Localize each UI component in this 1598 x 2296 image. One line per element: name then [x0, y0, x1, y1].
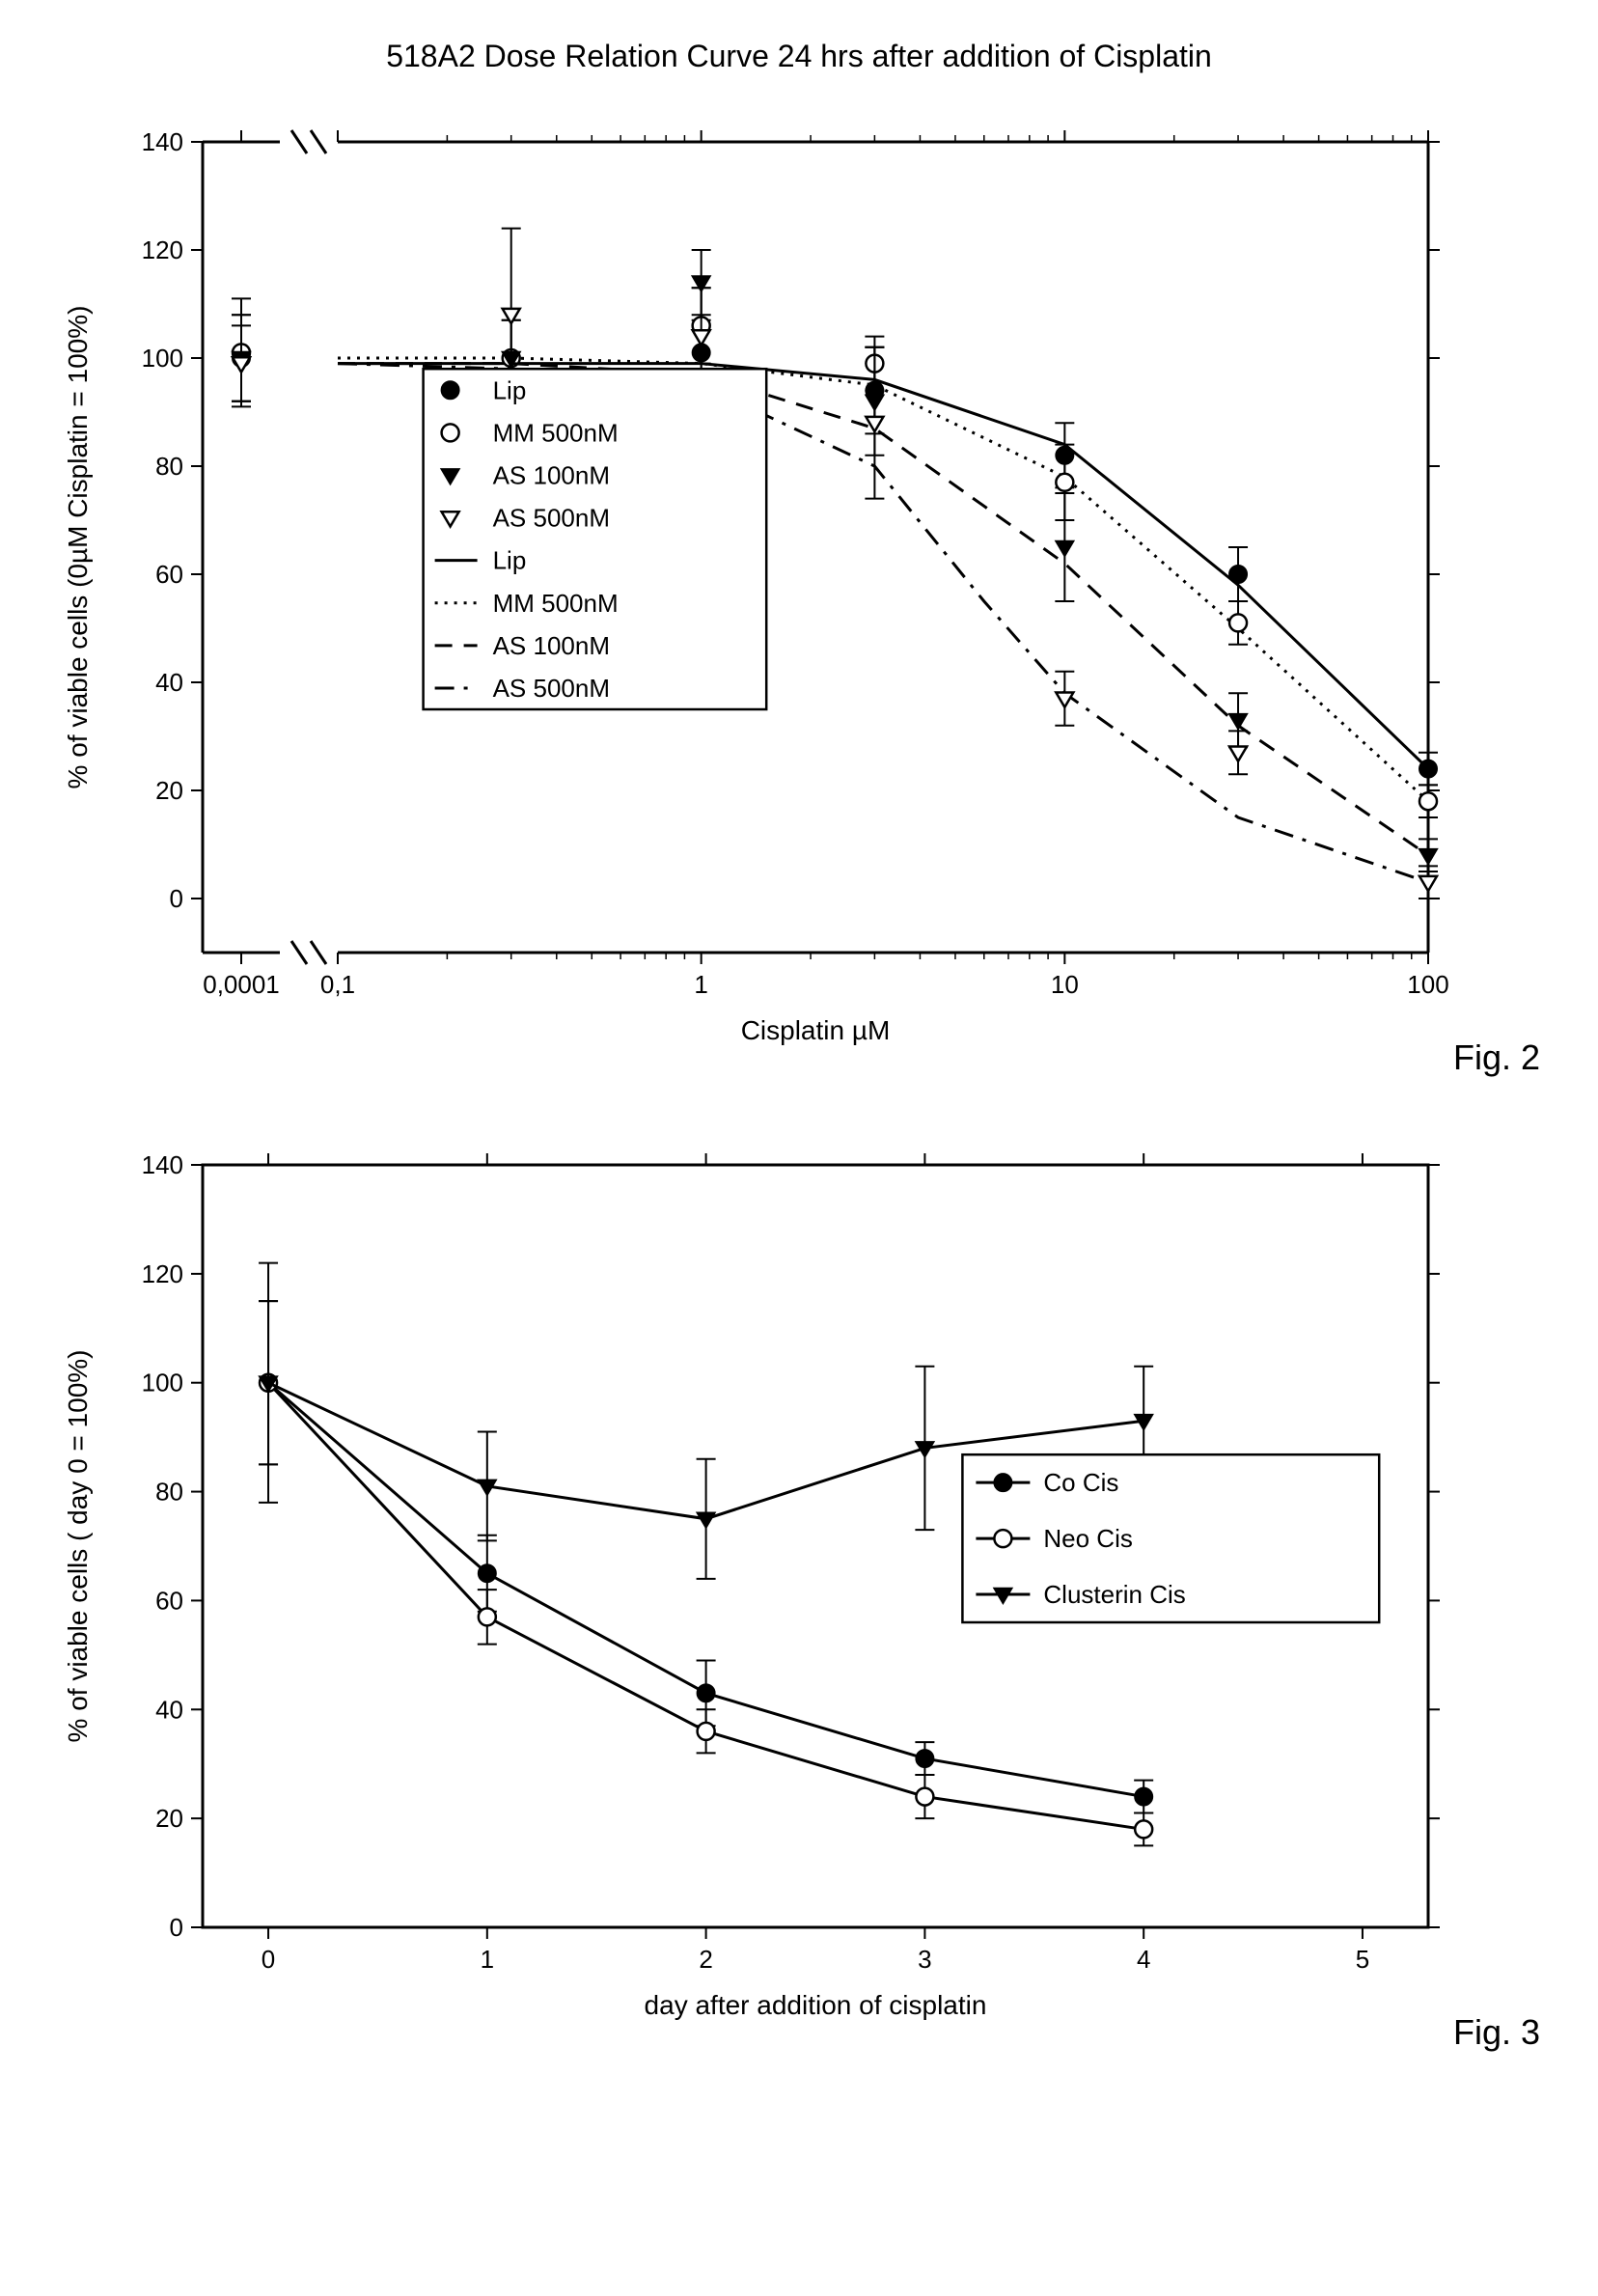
svg-text:day after addition of cisplati: day after addition of cisplatin	[645, 1990, 987, 2020]
svg-text:120: 120	[142, 235, 183, 264]
svg-text:100: 100	[142, 344, 183, 373]
svg-text:0: 0	[262, 1945, 275, 1974]
figure-2-label: Fig. 2	[1453, 1037, 1540, 1078]
svg-text:80: 80	[155, 1478, 183, 1507]
chart-time-course: 0 20 40 60 80 100 120 140 0 1 2 3 4 5 day after additi…	[39, 1126, 1486, 2043]
svg-text:AS 100nM: AS 100nM	[493, 460, 610, 489]
svg-text:Cisplatin µM: Cisplatin µM	[741, 1015, 891, 1045]
svg-text:1: 1	[481, 1945, 494, 1974]
svg-text:Lip: Lip	[493, 546, 527, 575]
svg-text:AS 500nM: AS 500nM	[493, 504, 610, 533]
svg-text:5: 5	[1356, 1945, 1369, 1974]
svg-text:3: 3	[918, 1945, 931, 1974]
svg-text:20: 20	[155, 776, 183, 805]
svg-text:0,1: 0,1	[320, 970, 355, 999]
figure-3-label: Fig. 3	[1453, 2012, 1540, 2053]
svg-text:100: 100	[1407, 970, 1448, 999]
svg-text:4: 4	[1137, 1945, 1150, 1974]
svg-text:0,0001: 0,0001	[203, 970, 280, 999]
svg-text:60: 60	[155, 1586, 183, 1615]
svg-text:2: 2	[699, 1945, 712, 1974]
figure-2: 0 20 40 60 80 100 120 140 0,0001 0,1 1 10 100 Cisplat…	[39, 103, 1559, 1068]
svg-text:MM 500nM: MM 500nM	[493, 418, 619, 447]
svg-text:140: 140	[142, 127, 183, 156]
svg-text:0: 0	[170, 884, 183, 913]
svg-text:80: 80	[155, 452, 183, 481]
svg-text:1: 1	[694, 970, 707, 999]
svg-text:Clusterin Cis: Clusterin Cis	[1043, 1580, 1185, 1609]
svg-text:120: 120	[142, 1259, 183, 1288]
svg-text:Neo Cis: Neo Cis	[1043, 1524, 1132, 1553]
page-title: 518A2 Dose Relation Curve 24 hrs after a…	[39, 39, 1559, 74]
svg-text:MM 500nM: MM 500nM	[493, 589, 619, 618]
svg-text:0: 0	[170, 1913, 183, 1942]
svg-text:40: 40	[155, 1695, 183, 1724]
svg-text:Co Cis: Co Cis	[1043, 1468, 1118, 1497]
svg-text:% of viable cells (0µM Cisplat: % of viable cells (0µM Cisplatin = 100%)	[63, 306, 93, 789]
svg-text:140: 140	[142, 1150, 183, 1179]
svg-text:40: 40	[155, 668, 183, 697]
svg-text:AS 500nM: AS 500nM	[493, 674, 610, 703]
svg-text:10: 10	[1051, 970, 1079, 999]
svg-text:60: 60	[155, 560, 183, 589]
svg-text:100: 100	[142, 1369, 183, 1397]
chart-dose-response: 0 20 40 60 80 100 120 140 0,0001 0,1 1 10 100 Cisplat…	[39, 103, 1486, 1068]
figure-3: 0 20 40 60 80 100 120 140 0 1 2 3 4 5 day after additi…	[39, 1126, 1559, 2043]
svg-text:% of viable cells ( day 0 = 10: % of viable cells ( day 0 = 100%)	[63, 1350, 93, 1743]
svg-text:20: 20	[155, 1804, 183, 1833]
svg-text:AS 100nM: AS 100nM	[493, 631, 610, 660]
svg-text:Lip: Lip	[493, 375, 527, 404]
